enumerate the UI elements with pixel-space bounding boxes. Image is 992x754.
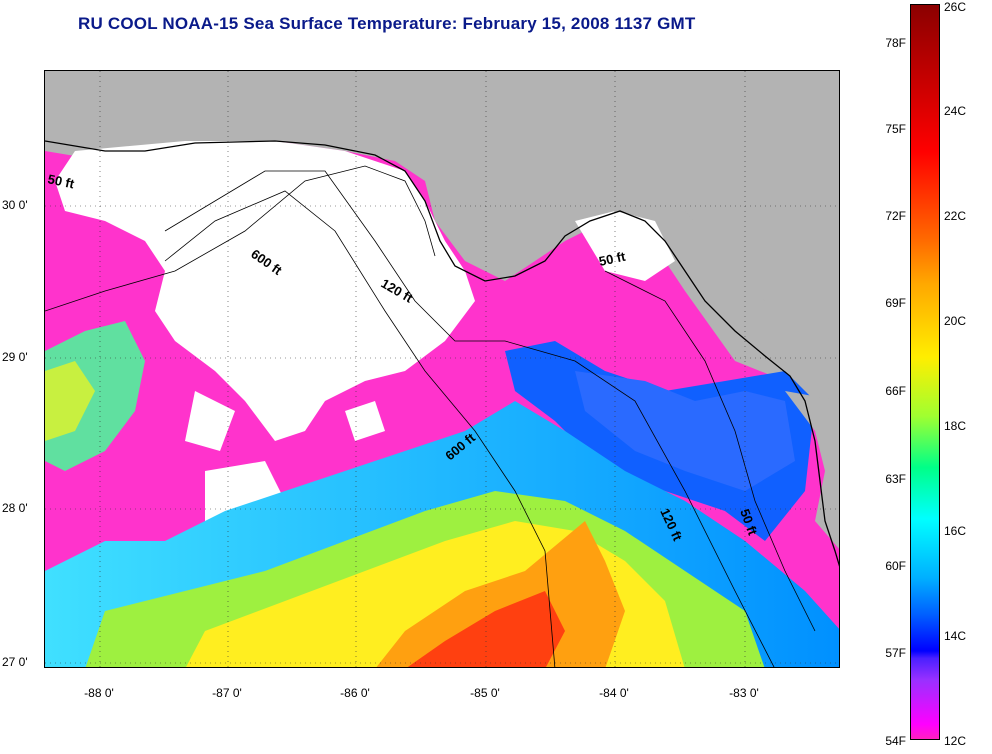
- lon-label-85: -85 0': [470, 686, 500, 700]
- colorbar-f-label: 63F: [885, 472, 906, 486]
- colorbar-f-label: 60F: [885, 559, 906, 573]
- lon-label-84: -84 0': [599, 686, 629, 700]
- colorbar-c-label: 26C: [944, 0, 967, 14]
- sst-map: 50 ft 600 ft 120 ft 50 ft 600 ft 120 ft …: [44, 70, 840, 668]
- colorbar-f-label: 72F: [885, 209, 906, 223]
- colorbar-c-label: 20C: [944, 314, 967, 328]
- lat-label-28: 28 0': [2, 501, 28, 515]
- lon-label-83: -83 0': [729, 686, 759, 700]
- colorbar-f-label: 54F: [885, 734, 906, 748]
- lon-label-88: -88 0': [84, 686, 114, 700]
- colorbar-f-label: 66F: [885, 384, 906, 398]
- colorbar-f-label: 69F: [885, 296, 906, 310]
- colorbar-f-label: 57F: [885, 646, 906, 660]
- lat-label-30: 30 0': [2, 198, 28, 212]
- colorbar-c-label: 16C: [944, 524, 967, 538]
- colorbar-c-label: 18C: [944, 419, 967, 433]
- colorbar-c-label: 22C: [944, 209, 967, 223]
- colorbar-f-label: 78F: [885, 36, 906, 50]
- lat-label-29: 29 0': [2, 350, 28, 364]
- colorbar-c-label: 24C: [944, 104, 967, 118]
- lon-label-87: -87 0': [212, 686, 242, 700]
- lon-label-86: -86 0': [340, 686, 370, 700]
- depth-label: 50 ft: [598, 249, 628, 269]
- depth-label: 50 ft: [46, 171, 76, 191]
- lat-label-27: 27 0': [2, 655, 28, 669]
- colorbar-c-label: 12C: [944, 734, 967, 748]
- colorbar-c-label: 14C: [944, 629, 967, 643]
- map-title: RU COOL NOAA-15 Sea Surface Temperature:…: [78, 14, 696, 33]
- temperature-colorbar: [910, 4, 940, 740]
- sst-map-graphic: 50 ft 600 ft 120 ft 50 ft 600 ft 120 ft …: [45, 71, 839, 667]
- colorbar-f-label: 75F: [885, 122, 906, 136]
